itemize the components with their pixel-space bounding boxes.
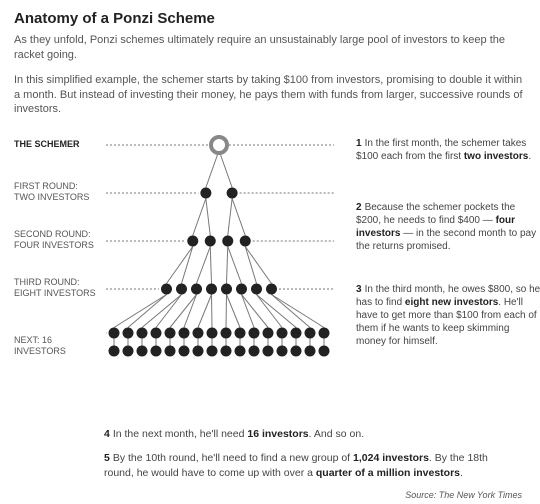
callout-1: 1In the first month, the schemer takes $… (356, 137, 540, 163)
label-schemer: THE SCHEMER (14, 139, 106, 149)
bottom-note-5: 5By the 10th round, he'll need to find a… (104, 451, 516, 479)
intro-paragraph-2: In this simplified example, the schemer … (14, 73, 526, 118)
source-credit: Source: The New York Times (14, 490, 522, 500)
page-title: Anatomy of a Ponzi Scheme (14, 10, 526, 27)
intro-paragraph-1: As they unfold, Ponzi schemes ultimately… (14, 33, 526, 63)
label-round-3: THIRD ROUND:EIGHT INVESTORS (14, 277, 106, 298)
diagram-area: THE SCHEMER FIRST ROUND:TWO INVESTORS SE… (14, 127, 526, 427)
label-round-4: NEXT: 16INVESTORS (14, 335, 106, 356)
label-round-1: FIRST ROUND:TWO INVESTORS (14, 181, 106, 202)
label-round-2: SECOND ROUND:FOUR INVESTORS (14, 229, 106, 250)
bottom-note-4: 4In the next month, he'll need 16 invest… (104, 427, 516, 441)
callout-3: 3In the third month, he owes $800, so he… (356, 283, 540, 348)
callout-2: 2Because the schemer pockets the $200, h… (356, 201, 540, 253)
tree-diagram (104, 127, 334, 387)
